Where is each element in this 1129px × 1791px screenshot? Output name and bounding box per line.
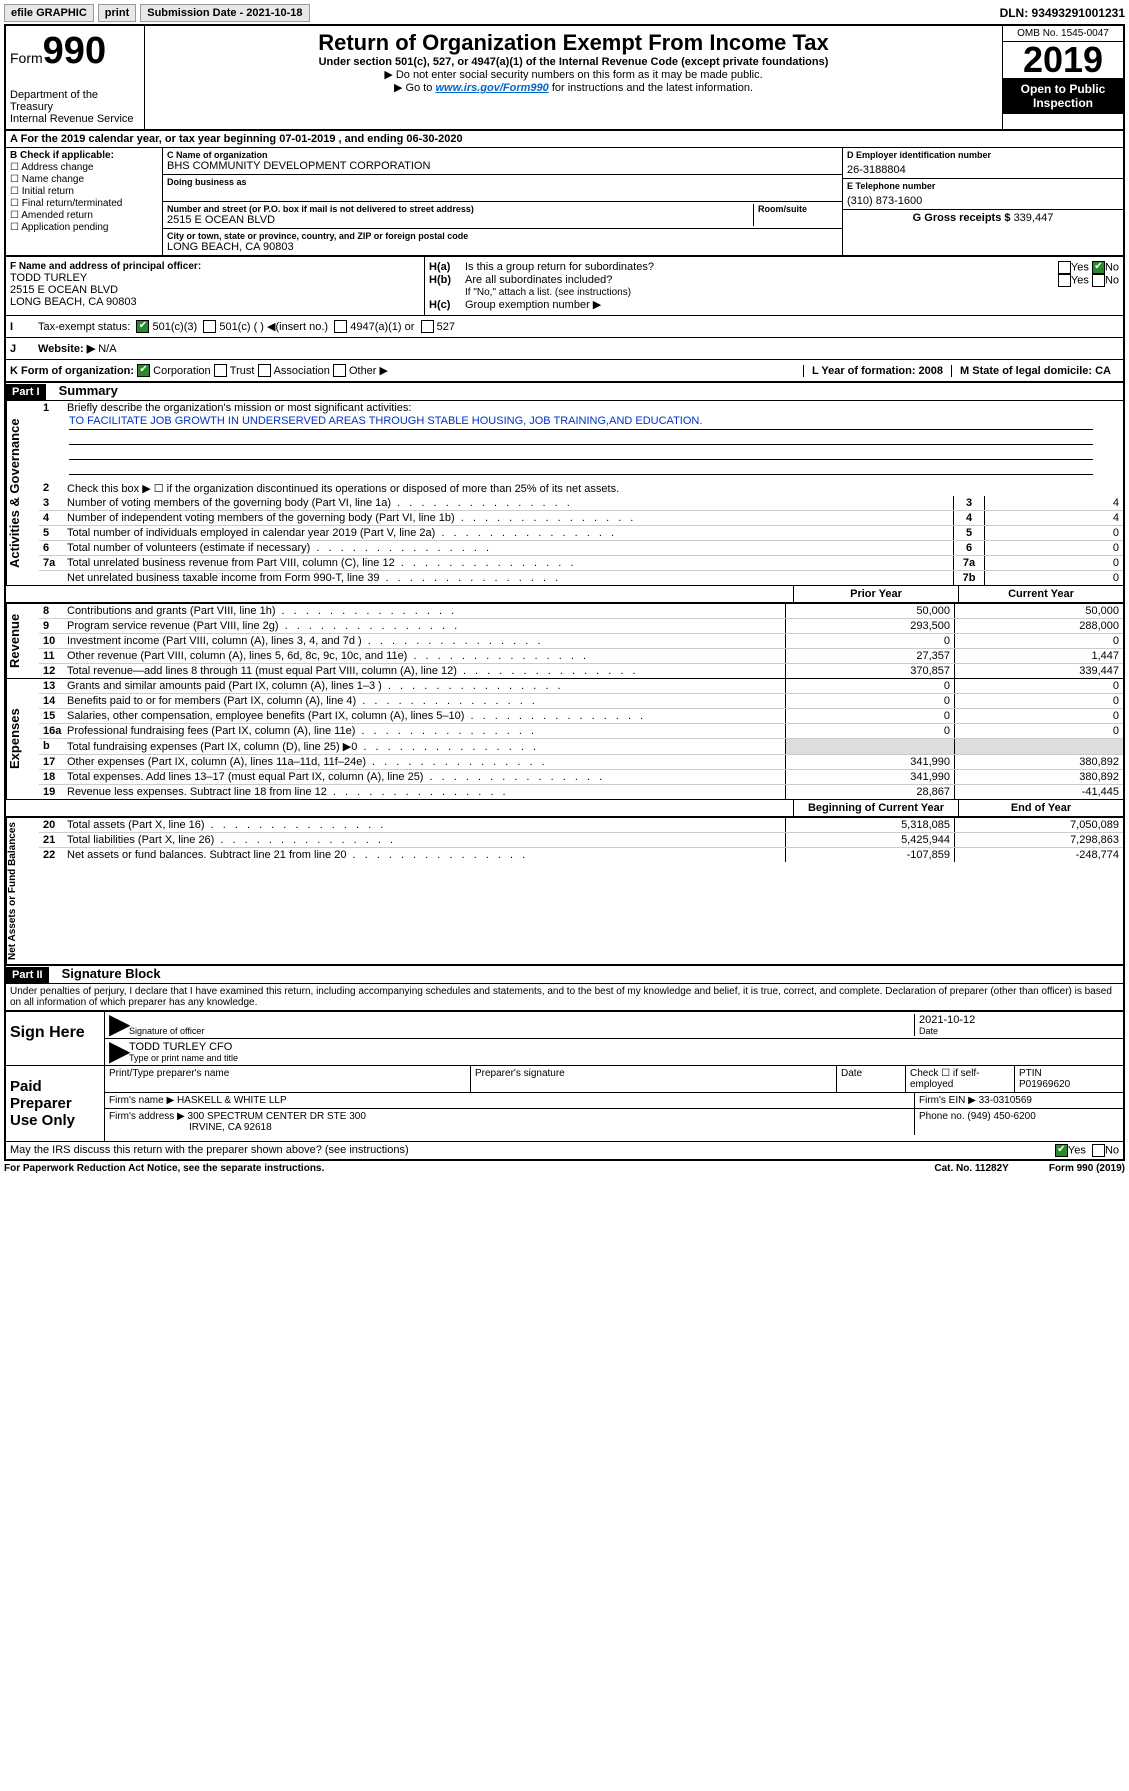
section-bcd: B Check if applicable: ☐ Address change … xyxy=(6,148,1123,256)
box-j: J Website: ▶ N/A xyxy=(6,337,1123,359)
irs-link[interactable]: www.irs.gov/Form990 xyxy=(435,82,548,94)
box-de: D Employer identification number 26-3188… xyxy=(843,148,1123,255)
sign-here-label: Sign Here xyxy=(6,1012,105,1065)
part1-header: Part I Summary xyxy=(6,381,1123,401)
perjury-statement: Under penalties of perjury, I declare th… xyxy=(6,984,1123,1010)
period-row: A For the 2019 calendar year, or tax yea… xyxy=(6,131,1123,148)
check-final[interactable]: ☐ Final return/terminated xyxy=(10,198,158,209)
header-left: Form990 Department of the Treasury Inter… xyxy=(6,26,145,129)
netassets-header: Beginning of Current Year End of Year xyxy=(6,799,1123,817)
open-public-badge: Open to Public Inspection xyxy=(1003,78,1123,114)
box-i: I Tax-exempt status: ✔ 501(c)(3) 501(c) … xyxy=(6,315,1123,337)
officer-name-title: TODD TURLEY CFO xyxy=(129,1041,1119,1053)
phone: (310) 873-1600 xyxy=(847,195,1119,207)
header-right: OMB No. 1545-0047 2019 Open to Public In… xyxy=(1002,26,1123,129)
year-formation: L Year of formation: 2008 xyxy=(803,365,951,377)
box-c: C Name of organization BHS COMMUNITY DEV… xyxy=(163,148,843,255)
ha-no[interactable]: ✔ xyxy=(1092,261,1105,274)
form-number: 990 xyxy=(43,30,106,72)
topbar: efile GRAPHIC print Submission Date - 20… xyxy=(4,4,1125,22)
paid-preparer-label: Paid Preparer Use Only xyxy=(6,1066,105,1141)
check-amended[interactable]: ☐ Amended return xyxy=(10,210,158,221)
tax-year: 2019 xyxy=(1003,42,1123,78)
sign-section: Sign Here ▶ Signature of officer 2021-10… xyxy=(6,1010,1123,1142)
501c3-check[interactable]: ✔ xyxy=(136,320,149,333)
org-city: LONG BEACH, CA 90803 xyxy=(167,241,838,253)
submission-date: Submission Date - 2021-10-18 xyxy=(140,4,309,22)
ptin: P01969620 xyxy=(1019,1079,1070,1090)
gross-receipts: 339,447 xyxy=(1014,212,1054,224)
firm-phone: (949) 450-6200 xyxy=(967,1111,1035,1122)
officer-name: TODD TURLEY xyxy=(10,272,420,284)
discuss-yes[interactable]: ✔ xyxy=(1055,1144,1068,1157)
discuss-no[interactable] xyxy=(1092,1144,1105,1157)
instruction-1: ▶ Do not enter social security numbers o… xyxy=(149,68,998,81)
revenue-header: Prior Year Current Year xyxy=(6,585,1123,603)
box-k: K Form of organization: ✔ Corporation Tr… xyxy=(6,359,1123,381)
box-f: F Name and address of principal officer:… xyxy=(6,257,425,315)
expenses-section: Expenses 13Grants and similar amounts pa… xyxy=(6,678,1123,799)
dept-label: Department of the Treasury Internal Reve… xyxy=(10,89,140,125)
form-title: Return of Organization Exempt From Incom… xyxy=(149,30,998,56)
efile-label: efile GRAPHIC xyxy=(4,4,94,22)
ein: 26-3188804 xyxy=(847,164,1119,176)
state-domicile: M State of legal domicile: CA xyxy=(951,365,1119,377)
firm-ein: 33-0310569 xyxy=(979,1095,1032,1106)
section-fh: F Name and address of principal officer:… xyxy=(6,256,1123,315)
part2-header: Part II Signature Block xyxy=(6,964,1123,984)
print-button[interactable]: print xyxy=(98,4,136,22)
corp-check[interactable]: ✔ xyxy=(137,364,150,377)
dln-label: DLN: 93493291001231 xyxy=(1000,6,1125,20)
header-center: Return of Organization Exempt From Incom… xyxy=(145,26,1002,129)
mission-text: TO FACILITATE JOB GROWTH IN UNDERSERVED … xyxy=(69,415,1093,430)
firm-name: HASKELL & WHITE LLP xyxy=(177,1095,287,1106)
hb-no[interactable] xyxy=(1092,274,1105,287)
org-address: 2515 E OCEAN BLVD xyxy=(167,214,753,226)
form-container: Form990 Department of the Treasury Inter… xyxy=(4,24,1125,1161)
form-label: Form xyxy=(10,50,43,66)
box-b: B Check if applicable: ☐ Address change … xyxy=(6,148,163,255)
revenue-section: Revenue 8Contributions and grants (Part … xyxy=(6,603,1123,678)
check-name[interactable]: ☐ Name change xyxy=(10,174,158,185)
check-address[interactable]: ☐ Address change xyxy=(10,162,158,173)
governance-section: Activities & Governance 1Briefly describ… xyxy=(6,401,1123,585)
box-h: H(a)Is this a group return for subordina… xyxy=(425,257,1123,315)
website-value: N/A xyxy=(98,343,116,355)
form-subtitle: Under section 501(c), 527, or 4947(a)(1)… xyxy=(149,56,998,68)
discuss-row: May the IRS discuss this return with the… xyxy=(6,1142,1123,1159)
netassets-section: Net Assets or Fund Balances 20Total asse… xyxy=(6,817,1123,964)
firm-address: 300 SPECTRUM CENTER DR STE 300 xyxy=(188,1111,366,1122)
footer: For Paperwork Reduction Act Notice, see … xyxy=(4,1161,1125,1176)
check-initial[interactable]: ☐ Initial return xyxy=(10,186,158,197)
check-pending[interactable]: ☐ Application pending xyxy=(10,222,158,233)
org-name: BHS COMMUNITY DEVELOPMENT CORPORATION xyxy=(167,160,838,172)
ha-yes[interactable] xyxy=(1058,261,1071,274)
instruction-2: ▶ Go to www.irs.gov/Form990 for instruct… xyxy=(149,81,998,94)
hb-yes[interactable] xyxy=(1058,274,1071,287)
form-header: Form990 Department of the Treasury Inter… xyxy=(6,26,1123,131)
